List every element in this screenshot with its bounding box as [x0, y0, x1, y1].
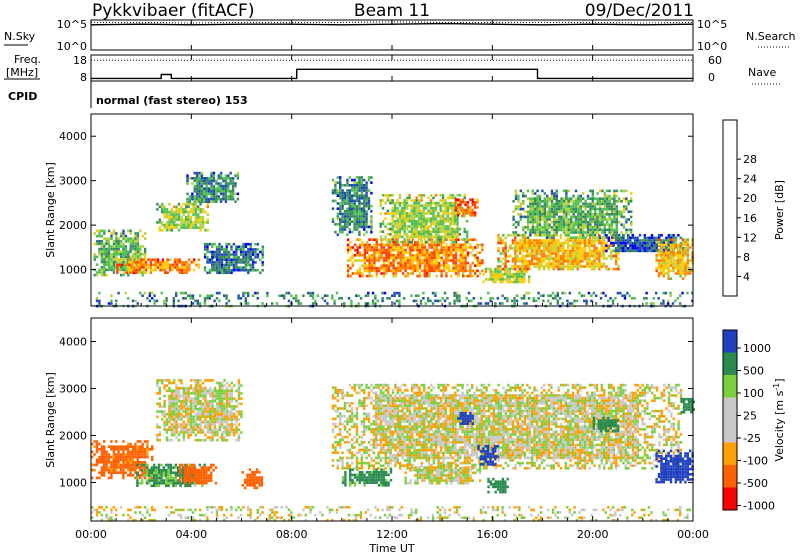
- y-tick-label-3000: 3000: [59, 175, 87, 188]
- echo-region-1: [116, 258, 201, 274]
- velocity-swatch-1: [723, 352, 737, 376]
- power-colorbar-label: Power [dB]: [773, 180, 786, 240]
- x-tick-label-3: 12:00: [376, 528, 408, 541]
- power-panel: 1000 2000 3000 4000 Slant Range [km]: [44, 113, 694, 308]
- noise-left-tick-bottom: 10^0: [57, 40, 87, 53]
- echo-region-5: [331, 383, 683, 470]
- echo-region-2: [156, 202, 209, 232]
- nave-tick-bottom: 0: [708, 71, 715, 84]
- y-tick-label-3000: 3000: [59, 382, 87, 395]
- echo-region-7: [379, 194, 469, 244]
- date-title: 09/Dec/2011: [585, 1, 694, 21]
- power-colorbar: 4 8 12 16 20 24 28: [722, 119, 757, 297]
- echo-region-2: [178, 463, 218, 485]
- power-cbar-tick-4: 4: [743, 270, 750, 283]
- echo-region-8: [454, 198, 479, 217]
- freq-unit-label: [MHz]: [6, 66, 38, 79]
- echo-region-13: [680, 397, 695, 414]
- nave-tick-top: 60: [708, 54, 722, 67]
- x-tick-label-1: 04:00: [175, 528, 207, 541]
- velocity-panel: 1000 2000 3000 4000 Slant Range [km]: [44, 317, 695, 522]
- echo-region-6: [346, 238, 484, 278]
- velocity-cbar-tick-6: -500: [743, 477, 768, 490]
- y-tick-label-4000: 4000: [59, 335, 87, 348]
- echo-region-8: [457, 412, 474, 425]
- velocity-cbar-tick-7: -1000: [743, 500, 775, 513]
- x-tick-label-6: 00:00: [677, 528, 709, 541]
- noise-right-tick-top: 10^5: [697, 18, 727, 31]
- velocity-swatch-6: [723, 465, 737, 488]
- frequency-line: [91, 68, 693, 80]
- frequency-panel: Freq. [MHz] 18 8 60 0 Nave: [4, 53, 782, 85]
- echo-region-5: [331, 176, 373, 236]
- y-tick-label-4000: 4000: [59, 130, 87, 143]
- power-ylabel: Slant Range [km]: [44, 162, 57, 258]
- echo-region-9: [477, 444, 499, 466]
- echo-region-10: [497, 234, 620, 271]
- x-tick-label-5: 20:00: [577, 528, 609, 541]
- n-search-label: N.Search: [746, 30, 796, 43]
- velocity-cbar-tick-1: 500: [743, 365, 764, 378]
- power-y-ticks: 1000 2000 3000 4000: [59, 130, 693, 277]
- velocity-cbar-tick-0: 1000: [743, 342, 771, 355]
- echo-region-11: [512, 189, 633, 239]
- y-tick-label-1000: 1000: [59, 476, 87, 489]
- velocity-ylabel: Slant Range [km]: [44, 372, 57, 468]
- cpid-panel: CPID normal (fast stereo) 153: [8, 81, 248, 108]
- freq-tick-top: 18: [73, 54, 87, 67]
- y-tick-label-1000: 1000: [59, 264, 87, 277]
- cpid-label: CPID: [8, 90, 37, 103]
- y-tick-label-2000: 2000: [59, 429, 87, 442]
- time-x-axis: 00:00 04:00 08:00 12:00 16:00 20:00 00:00: [75, 20, 709, 541]
- echo-region-12: [655, 449, 694, 484]
- echo-region-13: [655, 238, 694, 280]
- echo-region-4: [203, 242, 264, 275]
- x-tick-label-2: 08:00: [276, 528, 308, 541]
- velocity-swatch-0: [723, 330, 737, 353]
- noise-right-tick-bottom: 10^0: [697, 40, 727, 53]
- echo-region-7: [404, 463, 482, 485]
- velocity-cbar-tick-5: -100: [743, 455, 768, 468]
- noise-left-tick-top: 10^5: [57, 18, 87, 31]
- echo-region-6: [341, 468, 393, 487]
- x-tick-label-0: 00:00: [75, 528, 107, 541]
- freq-tick-bottom: 8: [80, 71, 87, 84]
- velocity-swatch-5: [723, 442, 737, 466]
- power-echoes: [93, 171, 694, 308]
- nave-label: Nave: [748, 66, 776, 79]
- x-tick-label-4: 16:00: [476, 528, 508, 541]
- echo-region-14: [91, 506, 691, 522]
- station-title: Pykkvibaer (fitACF): [92, 1, 254, 21]
- power-cbar-tick-12: 12: [743, 231, 757, 244]
- power-cbar-tick-20: 20: [743, 192, 757, 205]
- echo-region-10: [487, 477, 509, 494]
- velocity-swatch-3: [723, 397, 737, 421]
- x-axis-label: Time UT: [368, 542, 414, 554]
- velocity-y-ticks: 1000 2000 3000 4000: [59, 335, 693, 489]
- echo-region-11: [592, 416, 620, 433]
- power-cbar-tick-16: 16: [743, 212, 757, 225]
- power-cbar-tick-24: 24: [743, 173, 757, 186]
- velocity-swatch-2: [723, 375, 737, 398]
- velocity-colorbar-label: Velocity [m s-1]: [772, 378, 787, 461]
- beam-title: Beam 11: [354, 1, 430, 21]
- velocity-cbar-tick-2: 100: [743, 387, 764, 400]
- velocity-colorbar: 1000 500 100 25 -25 -100 -500 -1000: [722, 329, 775, 513]
- power-cbar-tick-8: 8: [743, 251, 750, 264]
- echo-region-3: [156, 379, 243, 442]
- noise-panel: N.Sky 10^5 10^0 10^5 10^0 N.Search: [4, 18, 796, 53]
- velocity-cbar-tick-3: 25: [743, 410, 757, 423]
- cpid-text: normal (fast stereo) 153: [96, 94, 248, 107]
- n-sky-label: N.Sky: [4, 30, 36, 43]
- echo-region-3: [186, 171, 240, 203]
- velocity-cbar-tick-4: -25: [743, 432, 761, 445]
- y-tick-label-2000: 2000: [59, 219, 87, 232]
- echo-region-4: [241, 468, 264, 490]
- velocity-swatch-4: [723, 420, 737, 443]
- velocity-echoes: [91, 379, 695, 522]
- power-cbar-tick-28: 28: [743, 153, 757, 166]
- velocity-swatch-7: [723, 487, 737, 511]
- freq-label: Freq.: [14, 53, 41, 66]
